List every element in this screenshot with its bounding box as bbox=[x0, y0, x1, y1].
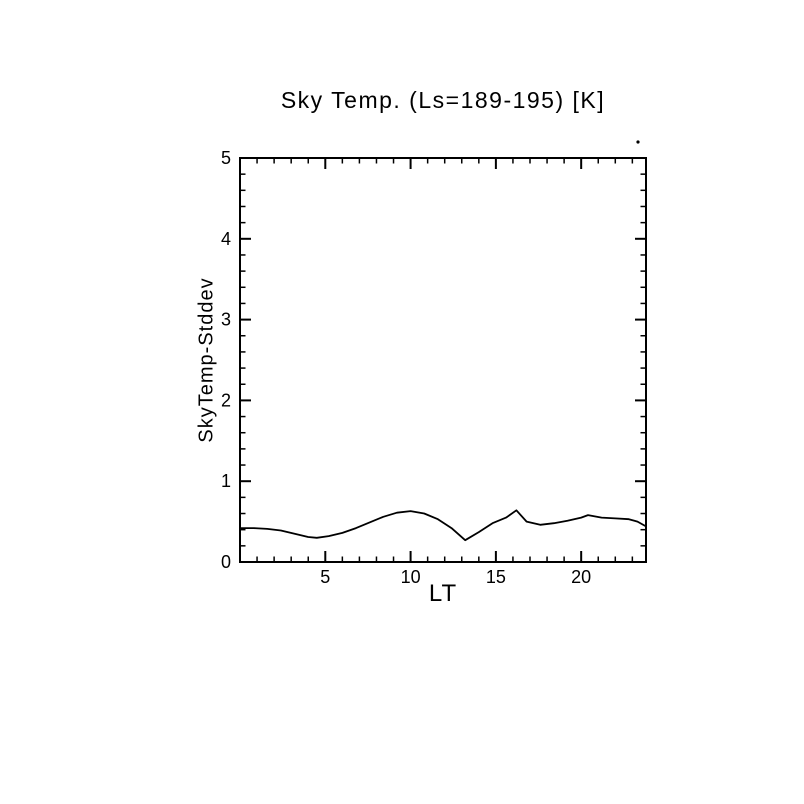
data-line bbox=[239, 509, 647, 542]
x-tick-label: 15 bbox=[486, 567, 506, 587]
y-tick-label: 0 bbox=[221, 552, 231, 572]
x-axis-label: LT bbox=[428, 580, 458, 607]
y-tick-label: 3 bbox=[221, 310, 231, 330]
x-tick-label: 10 bbox=[401, 567, 421, 587]
x-tick-label: 20 bbox=[571, 567, 591, 587]
plot-box bbox=[239, 157, 647, 563]
y-tick-label: 1 bbox=[221, 471, 231, 491]
x-tick-label: 5 bbox=[320, 567, 330, 587]
y-tick-label: 4 bbox=[221, 229, 231, 249]
y-axis-ticks: 0 1 2 3 4 5 bbox=[221, 148, 646, 572]
stray-dot-annotation bbox=[636, 140, 640, 144]
y-tick-label: 5 bbox=[221, 148, 231, 168]
y-tick-label: 2 bbox=[221, 390, 231, 410]
x-axis-ticks: 5 10 15 20 bbox=[256, 158, 634, 587]
chart-title: Sky Temp. (Ls=189-195) [K] bbox=[280, 87, 606, 113]
